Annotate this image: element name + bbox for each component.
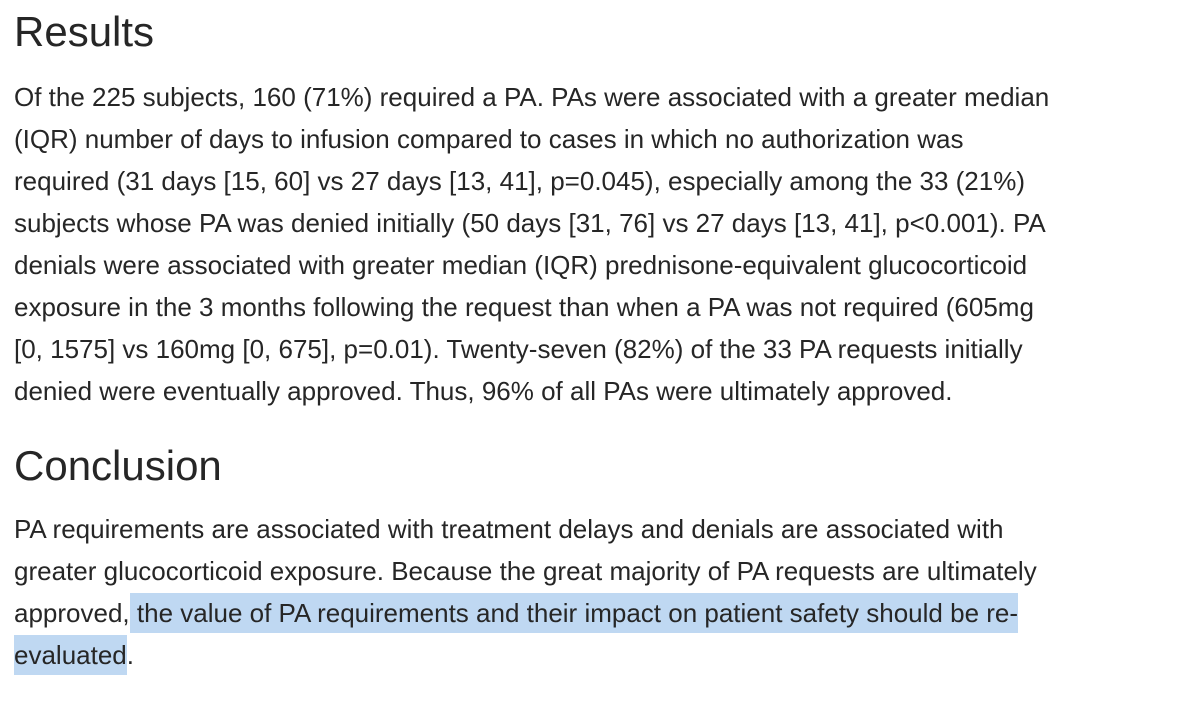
plain-text: approved, [14, 598, 130, 628]
text-line: [0, 1575] vs 160mg [0, 675], p=0.01). Tw… [14, 334, 1023, 364]
text-line: required (31 days [15, 60] vs 27 days [1… [14, 166, 1026, 196]
abstract-content: Results Of the 225 subjects, 160 (71%) r… [0, 8, 1200, 676]
results-paragraph: Of the 225 subjects, 160 (71%) required … [14, 76, 1184, 412]
text-line: (IQR) number of days to infusion compare… [14, 124, 964, 154]
selection-highlighted-text: the value of PA requirements and their i… [129, 593, 1019, 633]
text-line: denied were eventually approved. Thus, 9… [14, 376, 953, 406]
text-line: denials were associated with greater med… [14, 250, 1028, 280]
results-heading: Results [14, 8, 155, 55]
text-line: greater glucocorticoid exposure. Because… [14, 556, 1037, 586]
text-line: Of the 225 subjects, 160 (71%) required … [14, 82, 1050, 112]
text-line-with-selection: approved, the value of PA requirements a… [14, 592, 1184, 634]
conclusion-paragraph: PA requirements are associated with trea… [14, 508, 1184, 676]
conclusion-heading: Conclusion [14, 442, 222, 489]
plain-text: . [126, 640, 134, 670]
text-line-with-selection: evaluated. [14, 634, 1184, 676]
text-line: PA requirements are associated with trea… [14, 514, 1004, 544]
text-line: subjects whose PA was denied initially (… [14, 208, 1046, 238]
selection-highlighted-text: evaluated [14, 635, 127, 675]
text-line: exposure in the 3 months following the r… [14, 292, 1034, 322]
